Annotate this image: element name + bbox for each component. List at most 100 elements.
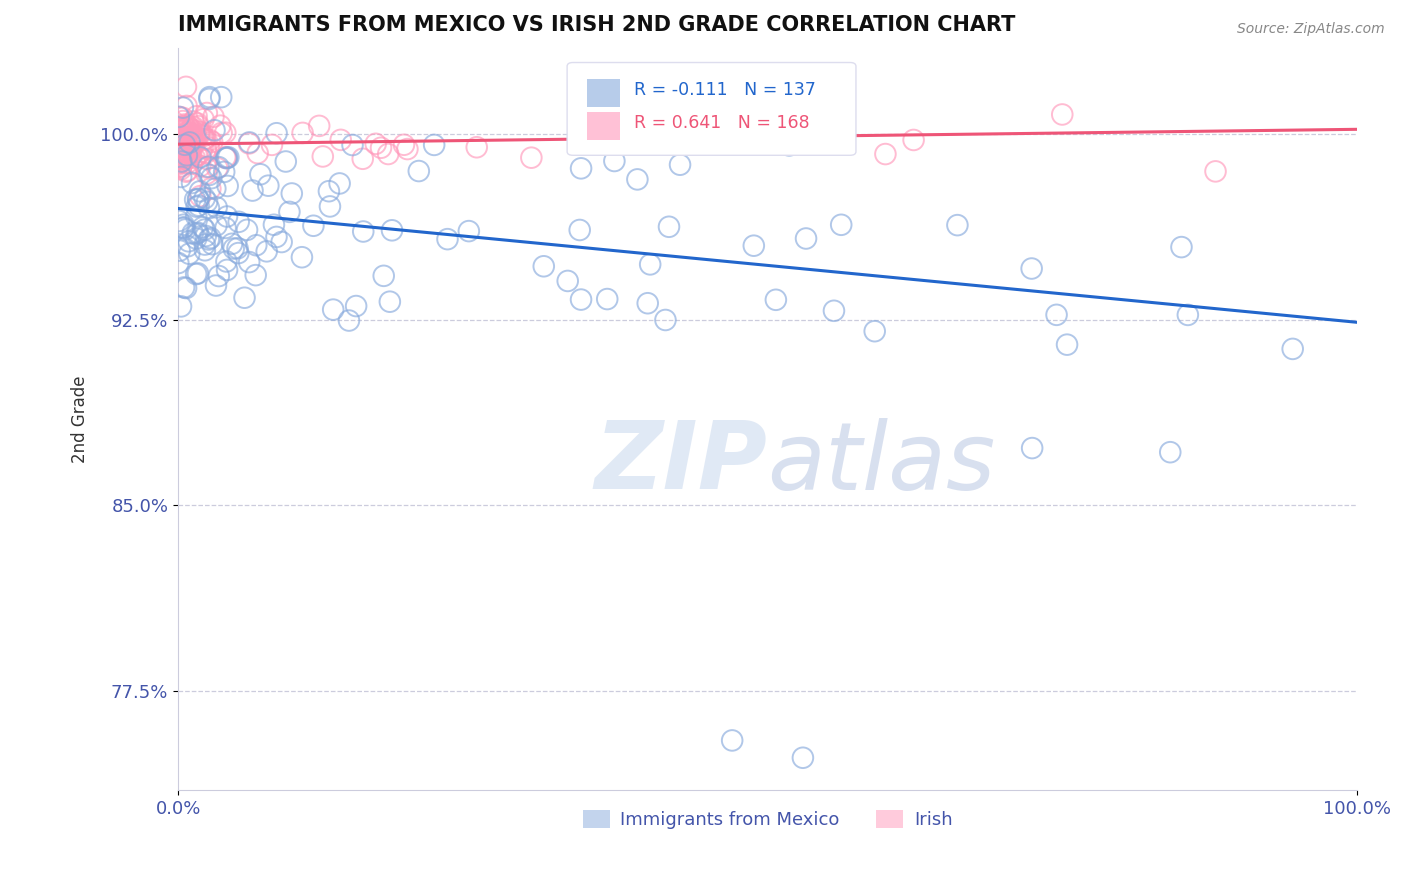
- Point: [195, 194, 218, 209]
- Point: [603, 153, 626, 168]
- Point: [198, 92, 221, 106]
- Point: [186, 148, 208, 162]
- Point: [183, 114, 205, 128]
- Point: [228, 215, 250, 229]
- Point: [221, 236, 243, 251]
- Point: [186, 210, 208, 224]
- Point: [172, 136, 194, 151]
- FancyBboxPatch shape: [588, 78, 620, 107]
- Point: [177, 120, 200, 134]
- Point: [1056, 337, 1078, 351]
- Point: [249, 167, 271, 181]
- Point: [187, 119, 209, 133]
- Point: [177, 125, 200, 139]
- Point: [638, 257, 661, 271]
- Point: [188, 184, 211, 198]
- Point: [188, 127, 211, 141]
- Point: [172, 139, 194, 153]
- Point: [179, 246, 201, 260]
- Point: [176, 156, 198, 170]
- Point: [176, 148, 198, 162]
- Point: [215, 151, 238, 165]
- Point: [875, 147, 897, 161]
- Point: [167, 139, 190, 153]
- Point: [174, 138, 197, 153]
- FancyBboxPatch shape: [567, 62, 856, 155]
- Point: [169, 156, 191, 170]
- Point: [204, 181, 226, 195]
- Point: [214, 126, 236, 140]
- Point: [174, 222, 197, 236]
- Point: [174, 133, 197, 147]
- Point: [176, 165, 198, 179]
- Point: [176, 118, 198, 132]
- Point: [274, 154, 297, 169]
- FancyBboxPatch shape: [588, 112, 620, 140]
- Point: [174, 130, 197, 145]
- Point: [1170, 240, 1192, 254]
- Point: [377, 147, 399, 161]
- Point: [256, 244, 278, 259]
- Point: [1159, 445, 1181, 459]
- Point: [170, 137, 193, 152]
- Point: [197, 232, 219, 246]
- Point: [569, 161, 592, 176]
- Point: [721, 733, 744, 747]
- Point: [257, 178, 280, 193]
- Point: [173, 134, 195, 148]
- Point: [194, 244, 217, 258]
- Point: [186, 109, 208, 123]
- Point: [195, 152, 218, 166]
- Point: [658, 219, 681, 234]
- Point: [212, 165, 235, 179]
- Point: [173, 221, 195, 235]
- Point: [170, 143, 193, 157]
- Point: [177, 141, 200, 155]
- Point: [557, 274, 579, 288]
- Point: [172, 101, 194, 115]
- Point: [188, 189, 211, 203]
- Point: [302, 219, 325, 233]
- Point: [194, 191, 217, 205]
- Point: [174, 149, 197, 163]
- Point: [183, 137, 205, 152]
- Point: [173, 117, 195, 131]
- Point: [181, 176, 204, 190]
- Point: [191, 220, 214, 235]
- Point: [263, 218, 285, 232]
- Point: [169, 144, 191, 158]
- Point: [181, 122, 204, 136]
- Point: [568, 223, 591, 237]
- Point: [181, 132, 204, 146]
- Point: [308, 119, 330, 133]
- Point: [194, 160, 217, 174]
- Point: [197, 160, 219, 174]
- Point: [176, 99, 198, 113]
- Point: [204, 123, 226, 137]
- Point: [205, 278, 228, 293]
- Point: [465, 140, 488, 154]
- Point: [352, 152, 374, 166]
- Point: [190, 150, 212, 164]
- Point: [167, 152, 190, 166]
- Point: [281, 186, 304, 201]
- Point: [236, 223, 259, 237]
- Point: [186, 231, 208, 245]
- Point: [180, 145, 202, 160]
- Point: [167, 155, 190, 169]
- Point: [205, 219, 228, 233]
- Point: [170, 131, 193, 145]
- Point: [172, 132, 194, 146]
- Point: [352, 225, 374, 239]
- Point: [170, 151, 193, 165]
- Point: [170, 159, 193, 173]
- Point: [176, 163, 198, 178]
- Point: [233, 291, 256, 305]
- Point: [792, 750, 814, 764]
- Point: [176, 127, 198, 141]
- Point: [177, 142, 200, 156]
- Point: [174, 79, 197, 94]
- Point: [170, 121, 193, 136]
- Point: [215, 254, 238, 268]
- Point: [169, 244, 191, 258]
